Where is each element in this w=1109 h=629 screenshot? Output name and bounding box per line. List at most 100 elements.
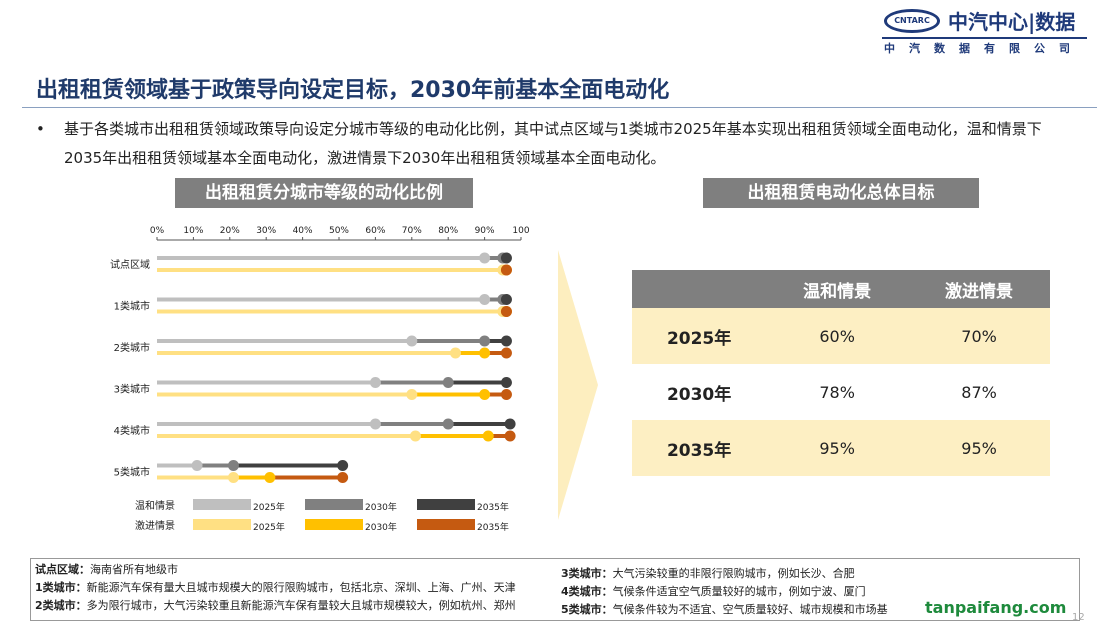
data-point <box>442 418 454 430</box>
right-table-header: 出租租赁电动化总体目标 <box>703 178 979 208</box>
data-point <box>504 418 516 430</box>
data-point <box>227 472 239 483</box>
category-label: 1类城市 <box>114 300 150 313</box>
legend-series-name: 温和情景 <box>135 499 175 512</box>
x-tick-label: 20% <box>220 226 240 236</box>
value-cell: 95% <box>908 420 1050 476</box>
legend-year-label: 2035年 <box>477 501 509 513</box>
footnote-term: 试点区域： <box>35 563 90 576</box>
page-title: 出租租赁领域基于政策导向设定目标，2030年前基本全面电动化 <box>36 78 670 103</box>
logo-main-text: 中汽中心|数据 <box>948 10 1076 34</box>
table-header-row: 温和情景 激进情景 <box>632 270 1050 308</box>
data-point <box>337 460 349 471</box>
footnote-box: 试点区域：海南省所有地级市 1类城市：新能源汽车保有量大且城市规模大的限行限购城… <box>30 558 1080 621</box>
footnote-term: 4类城市： <box>561 585 613 598</box>
table-row: 2025年 60% 70% <box>632 308 1050 364</box>
data-point <box>406 335 418 347</box>
data-point <box>479 347 491 359</box>
x-tick-label: 90% <box>475 226 495 236</box>
arrow-shape <box>558 250 598 520</box>
header-cell <box>632 270 767 308</box>
x-tick-label: 60% <box>365 226 385 236</box>
data-point <box>337 472 349 483</box>
footnote-term: 1类城市： <box>35 581 87 594</box>
data-point <box>191 460 203 471</box>
value-cell: 87% <box>961 382 997 402</box>
data-point <box>479 252 491 264</box>
footnote-term: 5类城市： <box>561 603 613 616</box>
bullet-text: 基于各类城市出租租赁领域政策导向设定分城市等级的电动化比例，其中试点区域与1类城… <box>64 120 1042 167</box>
data-point <box>479 294 491 305</box>
data-point <box>500 347 512 359</box>
data-point <box>369 418 381 430</box>
value-cell: 70% <box>908 308 1050 364</box>
category-label: 试点区域 <box>110 258 150 271</box>
x-tick-label: 30% <box>256 226 276 236</box>
legend-swatch <box>193 519 251 530</box>
logo-divider <box>882 37 1087 39</box>
header-mild: 温和情景 <box>766 270 909 308</box>
data-point <box>479 389 491 400</box>
footnote-item: 2类城市：多为限行城市，大气污染较重且新能源汽车保有量较大且城市规模较大，例如杭… <box>35 597 516 615</box>
footnote-term: 3类城市： <box>561 567 613 580</box>
footnote-desc: 气候条件较为不适宜、空气质量较好、城市规模和市场基 <box>612 603 888 616</box>
title-divider <box>22 107 1097 108</box>
footnote-item: 5类城市：气候条件较为不适宜、空气质量较好、城市规模和市场基 <box>561 601 888 619</box>
category-label: 5类城市 <box>114 466 150 479</box>
logo-emblem: CNTARC <box>884 9 940 33</box>
left-chart-header: 出租租赁分城市等级的动化比例 <box>175 178 473 208</box>
x-tick-label: 50% <box>329 226 349 236</box>
bullet-dot: • <box>36 120 45 138</box>
data-point <box>500 306 512 317</box>
data-point <box>500 264 512 276</box>
category-label: 4类城市 <box>114 424 150 437</box>
legend-year-label: 2030年 <box>365 521 397 533</box>
data-point <box>264 472 276 483</box>
category-label: 3类城市 <box>114 383 150 396</box>
x-tick-label: 0% <box>150 226 165 236</box>
data-point <box>227 460 239 471</box>
footnote-desc: 气候条件适宜空气质量较好的城市，例如宁波、厦门 <box>612 585 866 598</box>
logo: CNTARC 中汽中心|数据 中汽数据有限公司 <box>882 6 1092 55</box>
footnote-left: 试点区域：海南省所有地级市 1类城市：新能源汽车保有量大且城市规模大的限行限购城… <box>35 561 516 615</box>
legend-swatch <box>417 499 475 510</box>
data-point <box>500 389 512 400</box>
page-number: 12 <box>1072 612 1085 623</box>
footnote-item: 4类城市：气候条件适宜空气质量较好的城市，例如宁波、厦门 <box>561 583 888 601</box>
x-tick-label: 10% <box>183 226 203 236</box>
target-table: 温和情景 激进情景 2025年 60% 70% 2030年 78% 87% 2035年 9… <box>632 270 1050 476</box>
legend-swatch <box>305 499 363 510</box>
footnote-term: 2类城市： <box>35 599 87 612</box>
data-point <box>482 430 494 442</box>
footnote-desc: 海南省所有地级市 <box>90 563 178 576</box>
footnote-desc: 大气污染较重的非限行限购城市，例如长沙、合肥 <box>612 567 855 580</box>
x-tick-label: 80% <box>438 226 458 236</box>
header-aggressive: 激进情景 <box>908 270 1050 308</box>
data-point <box>409 430 421 442</box>
data-point <box>479 335 491 347</box>
footnote-desc: 新能源汽车保有量大且城市规模大的限行限购城市，包括北京、深圳、上海、广州、天津 <box>86 581 516 594</box>
electrification-chart: 0% 10% 20% 30% 40% 50% 60% 70% 80% 90% 100 试点区域 1类城市… <box>110 226 530 533</box>
value-cell: 95% <box>766 420 909 476</box>
footnote-right: 3类城市：大气污染较重的非限行限购城市，例如长沙、合肥 4类城市：气候条件适宜空… <box>561 565 888 619</box>
legend-swatch <box>193 499 251 510</box>
year-cell: 2035年 <box>632 420 767 476</box>
data-point <box>442 377 454 388</box>
data-point <box>406 389 418 400</box>
legend-series-name: 激进情景 <box>135 519 175 532</box>
bullet-point: • 基于各类城市出租租赁领域政策导向设定分城市等级的电动化比例，其中试点区域与1类… <box>36 115 1076 173</box>
x-tick-label: 70% <box>402 226 422 236</box>
legend-swatch <box>417 519 475 530</box>
footnote-item: 试点区域：海南省所有地级市 <box>35 561 516 579</box>
data-point <box>449 347 461 359</box>
data-point <box>500 377 512 388</box>
watermark: tanpaifang.com <box>925 598 1067 617</box>
table-row: 2030年 78% 87% <box>632 364 1050 420</box>
legend-year-label: 2035年 <box>477 521 509 533</box>
footnote-item: 1类城市：新能源汽车保有量大且城市规模大的限行限购城市，包括北京、深圳、上海、广… <box>35 579 516 597</box>
legend-year-label: 2025年 <box>253 501 285 513</box>
year-cell: 2030年 <box>666 384 732 405</box>
category-label: 2类城市 <box>114 341 150 354</box>
logo-sub-text: 中汽数据有限公司 <box>884 42 1084 55</box>
x-tick-label: 100 <box>512 226 529 236</box>
